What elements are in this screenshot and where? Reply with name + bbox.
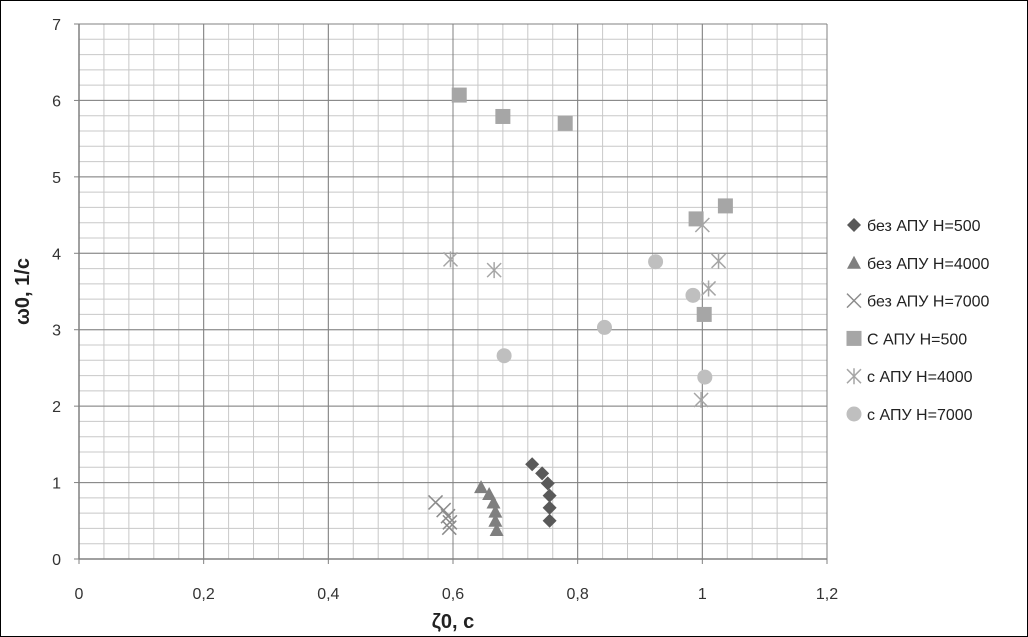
- data-point: [542, 500, 557, 515]
- data-point: [697, 369, 713, 385]
- data-point: [495, 108, 511, 124]
- x-tick-labels: 0 0,2 0,4 0,6 0,8 1 1,2: [75, 586, 839, 603]
- data-point: [436, 502, 452, 518]
- x-tick-label: 0,4: [317, 586, 339, 603]
- legend-marker: [846, 330, 862, 346]
- x-tick-label: 1: [698, 586, 707, 603]
- x-tick-label: 0: [75, 586, 84, 603]
- data-point: [482, 487, 497, 501]
- data-point: [717, 198, 733, 214]
- data-point: [489, 522, 504, 536]
- data-point: [525, 457, 540, 472]
- y-tick-labels: 0 1 2 3 4 5 6 7: [52, 17, 61, 569]
- data-point: [441, 520, 457, 536]
- data-point: [488, 513, 503, 527]
- data-point: [442, 251, 459, 268]
- x-tick-label: 0,8: [567, 586, 589, 603]
- data-point: [701, 280, 717, 297]
- data-point: [694, 217, 710, 234]
- legend-marker: [847, 218, 861, 232]
- legend-label: без АПУ Н=4000: [867, 256, 990, 273]
- y-tick-label: 7: [52, 17, 61, 34]
- x-axis-title: ζ0, с: [432, 611, 475, 633]
- data-markers: [428, 87, 733, 536]
- legend-marker: [846, 293, 862, 309]
- data-point: [496, 348, 512, 364]
- legend-label: с АПУ Н=4000: [867, 369, 973, 386]
- data-point: [693, 392, 709, 409]
- legend: без АПУ Н=500 без АПУ Н=4000 без АПУ Н=700…: [846, 218, 990, 424]
- data-point: [488, 504, 503, 518]
- y-axis-title: ω0, 1/с: [12, 258, 34, 325]
- legend-label: С АПУ Н=500: [867, 331, 967, 348]
- legend-label: без АПУ Н=7000: [867, 294, 990, 311]
- data-point: [540, 476, 555, 491]
- data-point: [648, 254, 664, 270]
- data-point: [535, 466, 550, 481]
- legend-label: с АПУ Н=7000: [867, 407, 973, 424]
- data-point: [542, 513, 557, 528]
- data-point: [442, 514, 458, 530]
- x-tick-label: 0,2: [193, 586, 215, 603]
- data-point: [451, 87, 467, 103]
- x-tick-label: 0,6: [442, 586, 464, 603]
- data-point: [711, 252, 727, 269]
- data-point: [486, 495, 501, 509]
- data-point: [685, 287, 701, 303]
- y-tick-label: 1: [52, 476, 61, 493]
- y-tick-label: 5: [52, 170, 61, 187]
- legend-marker: [846, 406, 862, 422]
- data-point: [486, 262, 502, 279]
- legend-label: без АПУ Н=500: [867, 218, 981, 235]
- y-tick-label: 4: [52, 246, 61, 263]
- data-point: [696, 306, 712, 322]
- data-point: [542, 488, 557, 503]
- data-point: [557, 115, 573, 131]
- legend-marker: [846, 368, 862, 385]
- axes: [74, 23, 828, 564]
- y-tick-label: 6: [52, 93, 61, 110]
- data-point: [596, 319, 612, 335]
- data-point: [474, 480, 489, 494]
- y-tick-label: 2: [52, 399, 61, 416]
- y-tick-label: 3: [52, 323, 61, 340]
- y-tick-label: 0: [52, 552, 61, 569]
- legend-marker: [847, 255, 861, 269]
- x-tick-label: 1,2: [816, 586, 838, 603]
